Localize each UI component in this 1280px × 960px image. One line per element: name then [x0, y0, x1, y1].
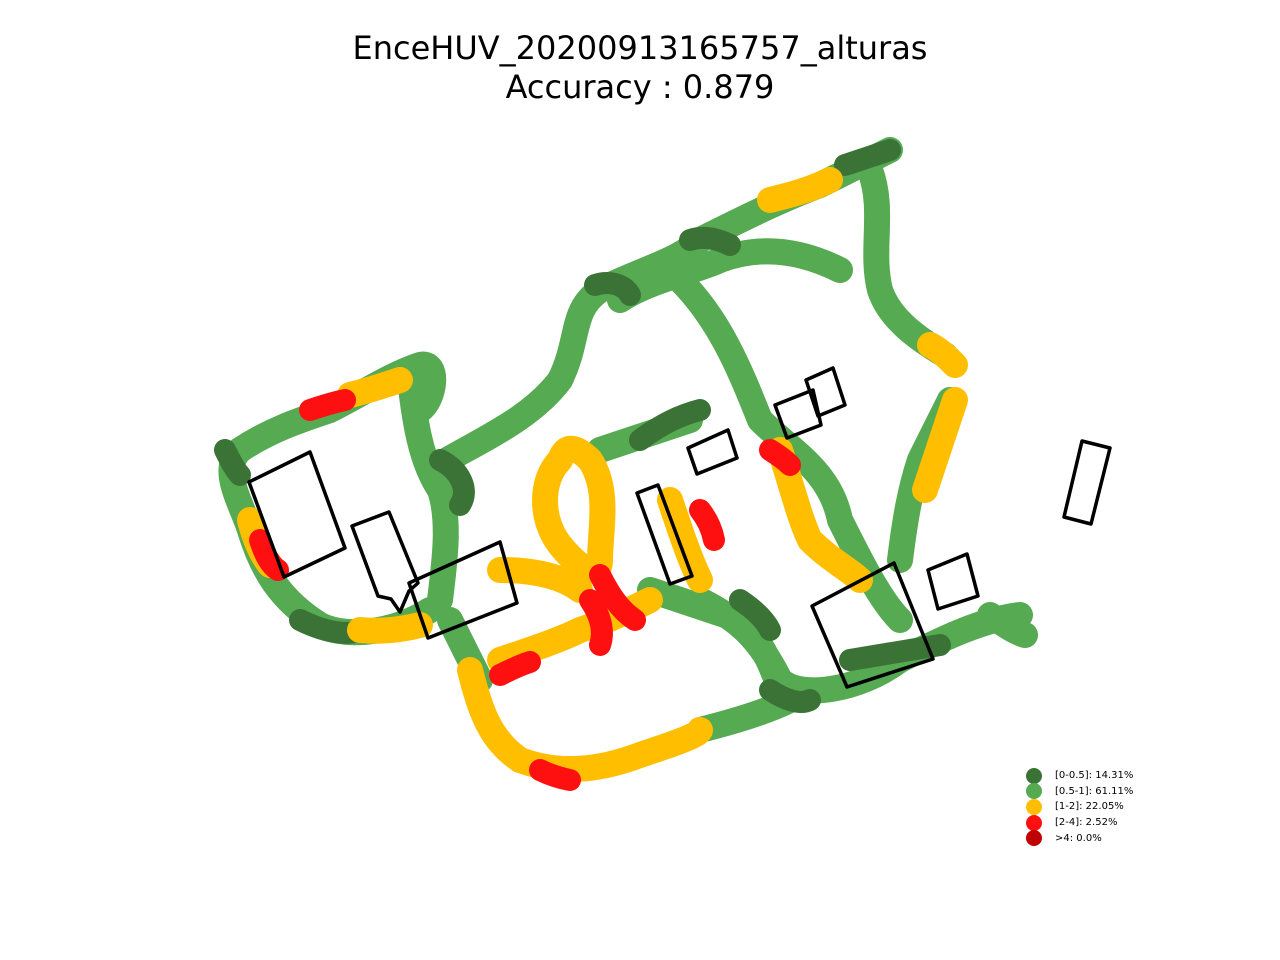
patch-dark-2 [584, 272, 641, 306]
patch-red-3 [249, 529, 289, 581]
track-yellow-left-top [337, 367, 413, 408]
patch-red-5 [489, 651, 541, 686]
track-yellow-center-loop [532, 435, 616, 584]
patch-dark-5 [629, 399, 711, 451]
patch-dark-3 [679, 226, 741, 256]
track-yellow-top-right [757, 167, 843, 213]
legend-label: [0.5-1]: 61.11% [1055, 785, 1134, 797]
building-7 [804, 366, 847, 418]
track-yellow-right [767, 437, 873, 593]
building-1 [247, 450, 347, 579]
track-yellow-left-bottom [347, 612, 433, 644]
legend-label: [0-0.5]: 14.31% [1055, 770, 1134, 782]
track-right-outer [857, 157, 958, 368]
legend-item: >4: 0.0% [1026, 830, 1133, 847]
building-10 [810, 561, 935, 689]
accuracy-subtitle: Accuracy : 0.879 [505, 68, 775, 106]
building-6 [773, 388, 823, 440]
track-yellow-center-right [657, 487, 713, 593]
patch-red-1 [589, 564, 646, 631]
track-yellow-right-outer [912, 387, 968, 503]
patch-dark-7 [759, 679, 821, 713]
legend-marker [1026, 767, 1042, 784]
building-5 [686, 428, 739, 476]
building-3 [407, 540, 519, 640]
legend-marker [1026, 798, 1042, 815]
patch-dark-4 [834, 139, 901, 176]
track-right-spur [977, 602, 1038, 648]
legend-label: [1-2]: 22.05% [1055, 801, 1124, 813]
legend-item: [0.5-1]: 61.11% [1026, 783, 1134, 800]
legend-item: [1-2]: 22.05% [1026, 798, 1133, 815]
legend-marker [1026, 814, 1042, 831]
building-4 [635, 483, 694, 586]
building-outlines [247, 366, 1112, 689]
map-title: EnceHUV_20200913165757_alturas [352, 29, 928, 67]
legend-marker [1026, 830, 1042, 847]
legend-item: [2-4]: 2.52% [1026, 814, 1133, 831]
building-8 [1062, 439, 1112, 526]
patch-red-8 [529, 759, 581, 791]
legend-label: >4: 0.0% [1055, 832, 1102, 844]
patch-red-6 [689, 499, 725, 551]
track-upper-arc [417, 227, 713, 483]
patch-dark-6 [839, 634, 951, 671]
patch-red-4 [299, 389, 356, 421]
patch-red-7 [759, 439, 801, 476]
patch-red-2 [579, 589, 613, 656]
legend-label: [2-4]: 2.52% [1055, 817, 1118, 829]
patch-dark-1 [429, 449, 475, 516]
building-9 [926, 552, 980, 611]
track-upper-middle [607, 238, 853, 313]
patch-dark-10 [729, 589, 781, 641]
track-center-lower [637, 577, 793, 703]
track-yellow-right-bump [917, 332, 968, 378]
building-2 [350, 510, 420, 614]
track-left-vertical [397, 367, 459, 613]
legend: [0-0.5]: 14.31% [0.5-1]: 61.11% [1-2]: 2… [1026, 767, 1134, 847]
legend-marker [1026, 783, 1042, 800]
legend-item: [0-0.5]: 14.31% [1026, 767, 1134, 784]
track-layer-2-4 [249, 389, 801, 791]
patch-dark-8 [289, 609, 366, 644]
patch-dark-9 [214, 439, 251, 486]
